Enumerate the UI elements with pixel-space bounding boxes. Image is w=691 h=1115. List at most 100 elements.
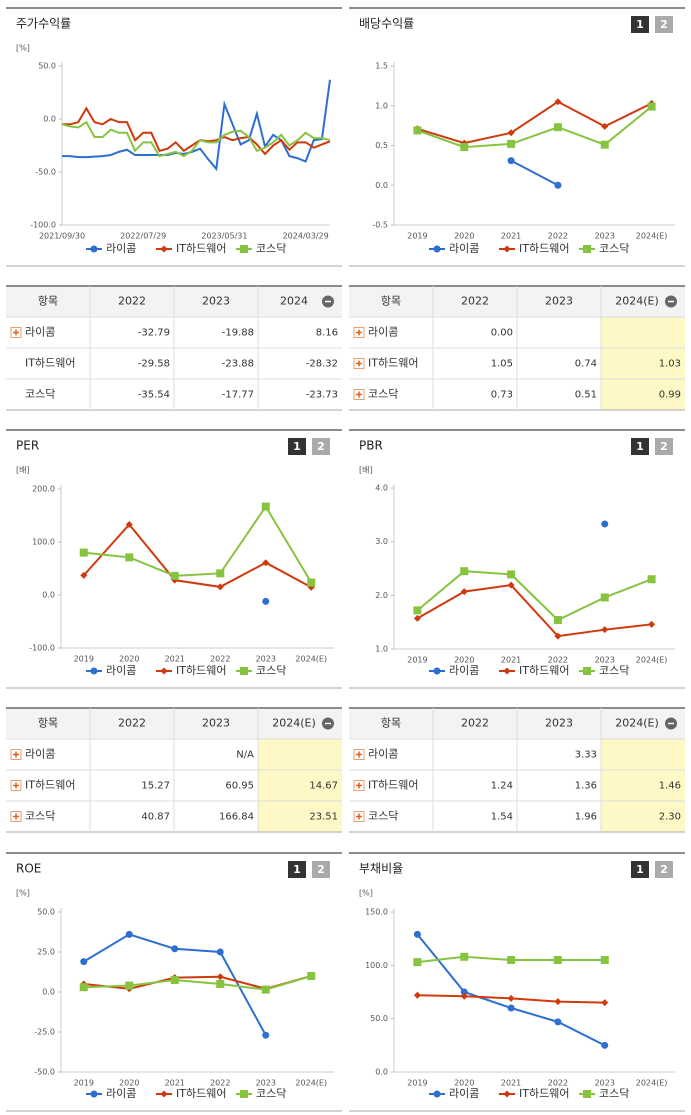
- page-button[interactable]: [631, 438, 649, 455]
- page-button[interactable]: [655, 861, 673, 878]
- legend-label: 라이콤: [106, 664, 136, 677]
- marker: [648, 620, 656, 628]
- series-line: [83, 504, 313, 584]
- marker: [507, 581, 515, 589]
- legend-marker: [240, 667, 248, 675]
- marker: [647, 575, 656, 584]
- page-button[interactable]: [288, 438, 306, 455]
- x-tick-label: 2022: [548, 656, 568, 665]
- marker: [125, 521, 133, 529]
- y-tick-label: 0.0: [42, 591, 55, 600]
- y-tick-label: -0.5: [372, 221, 388, 230]
- table-cell: -28.32: [306, 359, 338, 370]
- legend-marker: [90, 245, 98, 253]
- column-header: 2023: [202, 717, 230, 730]
- table-cell: -32.79: [138, 328, 170, 339]
- legend-label: 라이콤: [449, 242, 479, 255]
- marker: [171, 945, 179, 953]
- marker: [460, 143, 469, 152]
- marker: [554, 1018, 562, 1026]
- legend-marker: [583, 667, 591, 675]
- x-tick-label: 2019: [74, 1079, 94, 1088]
- series-line: [510, 159, 559, 187]
- marker: [413, 930, 421, 938]
- y-tick-label: 50.0: [38, 62, 56, 71]
- x-tick-label: 2023: [595, 232, 615, 241]
- legend-marker: [160, 667, 168, 675]
- chart-title: ROE: [16, 862, 41, 876]
- column-header: 항목: [381, 717, 401, 730]
- legend-label: 코스닥: [599, 664, 629, 677]
- column-header: 2024(E): [615, 295, 659, 308]
- y-tick-label: 0.0: [375, 181, 388, 190]
- table-cell: 14.67: [309, 781, 338, 792]
- page-button[interactable]: [631, 861, 649, 878]
- x-tick-label: 2022: [210, 1079, 230, 1088]
- highlight-column: [601, 739, 685, 832]
- row-label: IT하드웨어: [368, 778, 418, 792]
- row-label: 라이콤: [368, 326, 398, 339]
- x-tick-label: 2024(E): [636, 232, 668, 241]
- table-cell: -23.88: [222, 359, 254, 370]
- highlight-column: [601, 317, 685, 410]
- marker: [507, 157, 515, 165]
- page-button[interactable]: [655, 16, 673, 33]
- x-tick-label: 2023/05/31: [201, 232, 247, 241]
- row-label: 코스닥: [25, 810, 55, 823]
- page-button-label: 1: [636, 863, 644, 876]
- legend-label: IT하드웨어: [176, 241, 226, 255]
- x-tick-label: 2021: [501, 232, 521, 241]
- series-line: [417, 105, 653, 149]
- x-tick-label: 2024(E): [636, 1079, 668, 1088]
- marker: [216, 948, 224, 956]
- column-header: 2023: [545, 717, 573, 730]
- page-button[interactable]: [312, 438, 330, 455]
- marker: [413, 606, 422, 615]
- y-tick-label: 100.0: [32, 538, 55, 547]
- page-button-label: 2: [660, 863, 668, 876]
- row-label: 라이콤: [368, 748, 398, 761]
- y-tick-label: -50.0: [35, 168, 56, 177]
- page-button[interactable]: [631, 16, 649, 33]
- series-line: [61, 120, 331, 158]
- marker: [460, 952, 469, 961]
- y-tick-label: -100.0: [30, 221, 56, 230]
- x-tick-label: 2020: [119, 1079, 139, 1088]
- marker: [79, 548, 88, 557]
- y-tick-label: -100.0: [29, 644, 55, 653]
- marker: [554, 181, 562, 189]
- x-tick-label: 2023: [256, 655, 276, 664]
- y-tick-label: 150.0: [365, 908, 388, 917]
- page-button[interactable]: [288, 861, 306, 878]
- page-button-label: 2: [660, 440, 668, 453]
- table-cell: 1.46: [659, 781, 681, 792]
- unit-label: [%]: [359, 889, 373, 898]
- row-label: IT하드웨어: [25, 356, 75, 370]
- table-cell: 0.00: [491, 328, 513, 339]
- page-button[interactable]: [312, 861, 330, 878]
- series-line: [416, 933, 606, 1047]
- highlight-column: [258, 739, 342, 832]
- marker: [261, 985, 270, 994]
- table-cell: -35.54: [138, 390, 170, 401]
- legend-marker: [240, 245, 248, 253]
- marker: [125, 553, 134, 562]
- table-cell: 0.73: [491, 390, 513, 401]
- page-button[interactable]: [655, 438, 673, 455]
- expand-icon-plus: [13, 813, 19, 820]
- table-cell: 8.16: [316, 328, 338, 339]
- marker: [601, 626, 609, 634]
- y-tick-label: 200.0: [32, 485, 55, 494]
- marker: [647, 102, 656, 111]
- column-header: 항목: [38, 295, 58, 308]
- marker: [507, 129, 515, 137]
- expand-icon-plus: [356, 329, 362, 336]
- chart-title: PER: [16, 439, 39, 453]
- x-tick-label: 2024(E): [295, 655, 327, 664]
- column-header: 2022: [461, 717, 489, 730]
- column-header: 2024(E): [272, 717, 316, 730]
- marker: [170, 976, 179, 984]
- marker: [170, 571, 179, 580]
- marker: [262, 1031, 270, 1039]
